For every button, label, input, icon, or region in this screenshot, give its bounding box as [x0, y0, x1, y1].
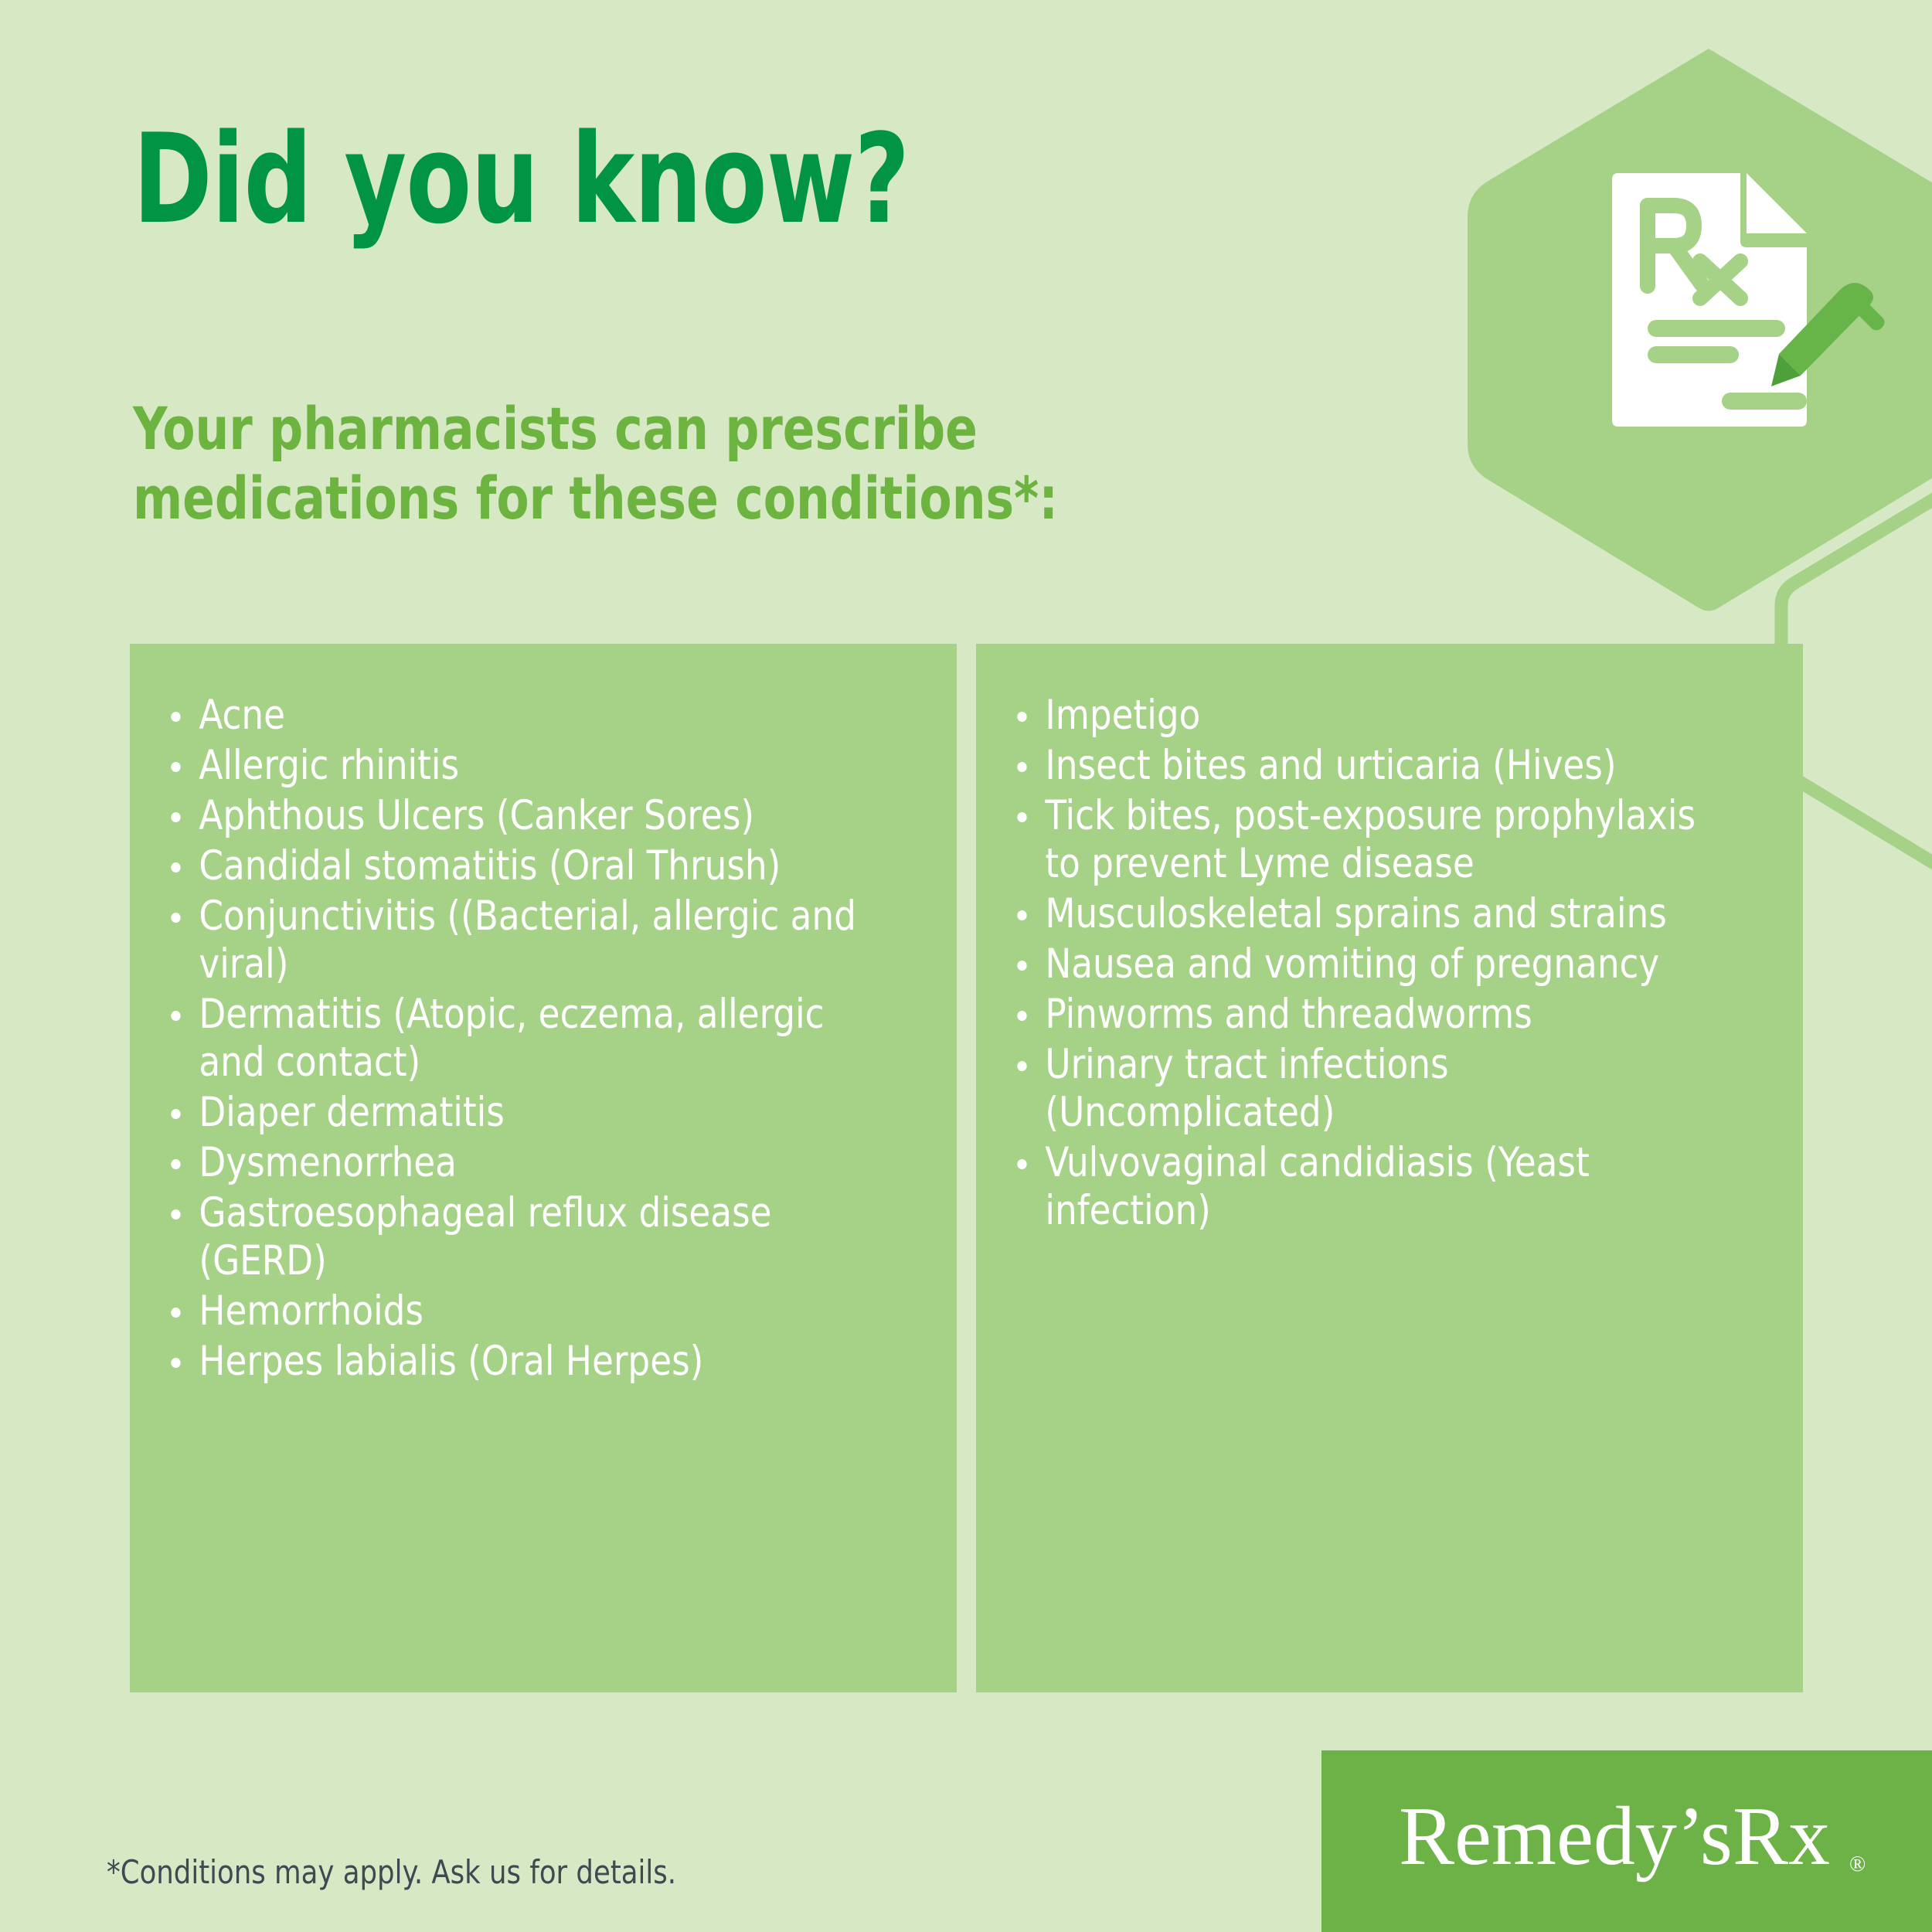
- subtitle-line-1: Your pharmacists can prescribe: [133, 394, 978, 463]
- condition-list-item: Pinworms and threadworms: [1007, 991, 1734, 1039]
- conditions-panel-left: Acne Allergic rhinitis Aphthous Ulcers (Ca…: [130, 644, 957, 1692]
- conditions-list-left: Acne Allergic rhinitis Aphthous Ulcers (Ca…: [161, 692, 926, 1386]
- prescription-document-icon: [1612, 173, 1885, 427]
- document-text-lines: [1648, 320, 1807, 410]
- brand-wordmark: Remedy’sRx: [1399, 1791, 1830, 1883]
- page-subtitle: Your pharmacists can prescribe medicatio…: [133, 394, 1058, 532]
- condition-list-item: Acne: [161, 692, 888, 740]
- condition-list-item: Aphthous Ulcers (Canker Sores): [161, 792, 888, 840]
- condition-list-item: Conjunctivitis ((Bacterial, allergic and…: [161, 893, 888, 988]
- condition-list-item: Insect bites and urticaria (Hives): [1007, 742, 1734, 790]
- text-line-1: [1648, 320, 1785, 337]
- condition-list-item: Allergic rhinitis: [161, 742, 888, 790]
- registered-trademark-mark: ®: [1849, 1852, 1866, 1876]
- conditions-panel-right: Impetigo Insect bites and urticaria (Hive…: [976, 644, 1803, 1692]
- condition-list-item: Musculoskeletal sprains and strains: [1007, 890, 1734, 938]
- text-line-2: [1648, 346, 1739, 363]
- subtitle-line-2: medications for these conditions*:: [133, 463, 1058, 532]
- condition-list-item: Tick bites, post-exposure prophylaxis to…: [1007, 792, 1734, 888]
- condition-list-item: Vulvovaginal candidiasis (Yeast infectio…: [1007, 1139, 1734, 1235]
- condition-list-item: Diaper dermatitis: [161, 1089, 888, 1137]
- conditions-list-right: Impetigo Insect bites and urticaria (Hive…: [1007, 692, 1772, 1235]
- condition-list-item: Herpes labialis (Oral Herpes): [161, 1338, 888, 1386]
- condition-list-item: Dysmenorrhea: [161, 1139, 888, 1187]
- brand-logo-block: Remedy’sRx ®: [1321, 1750, 1932, 1932]
- page-title: Did you know?: [133, 107, 910, 251]
- pencil-icon: [1771, 283, 1885, 386]
- condition-list-item: Nausea and vomiting of pregnancy: [1007, 940, 1734, 988]
- condition-list-item: Gastroesophageal reflux disease (GERD): [161, 1189, 888, 1285]
- footnote-disclaimer: *Conditions may apply. Ask us for detail…: [107, 1853, 677, 1891]
- rx-symbol-glyph: [1640, 198, 1748, 306]
- condition-list-item: Impetigo: [1007, 692, 1734, 740]
- condition-list-item: Hemorrhoids: [161, 1287, 888, 1335]
- signature-line: [1722, 393, 1807, 410]
- condition-list-item: Urinary tract infections (Uncomplicated): [1007, 1041, 1734, 1137]
- condition-list-item: Dermatitis (Atopic, eczema, allergic and…: [161, 991, 888, 1087]
- condition-list-item: Candidal stomatitis (Oral Thrush): [161, 842, 888, 890]
